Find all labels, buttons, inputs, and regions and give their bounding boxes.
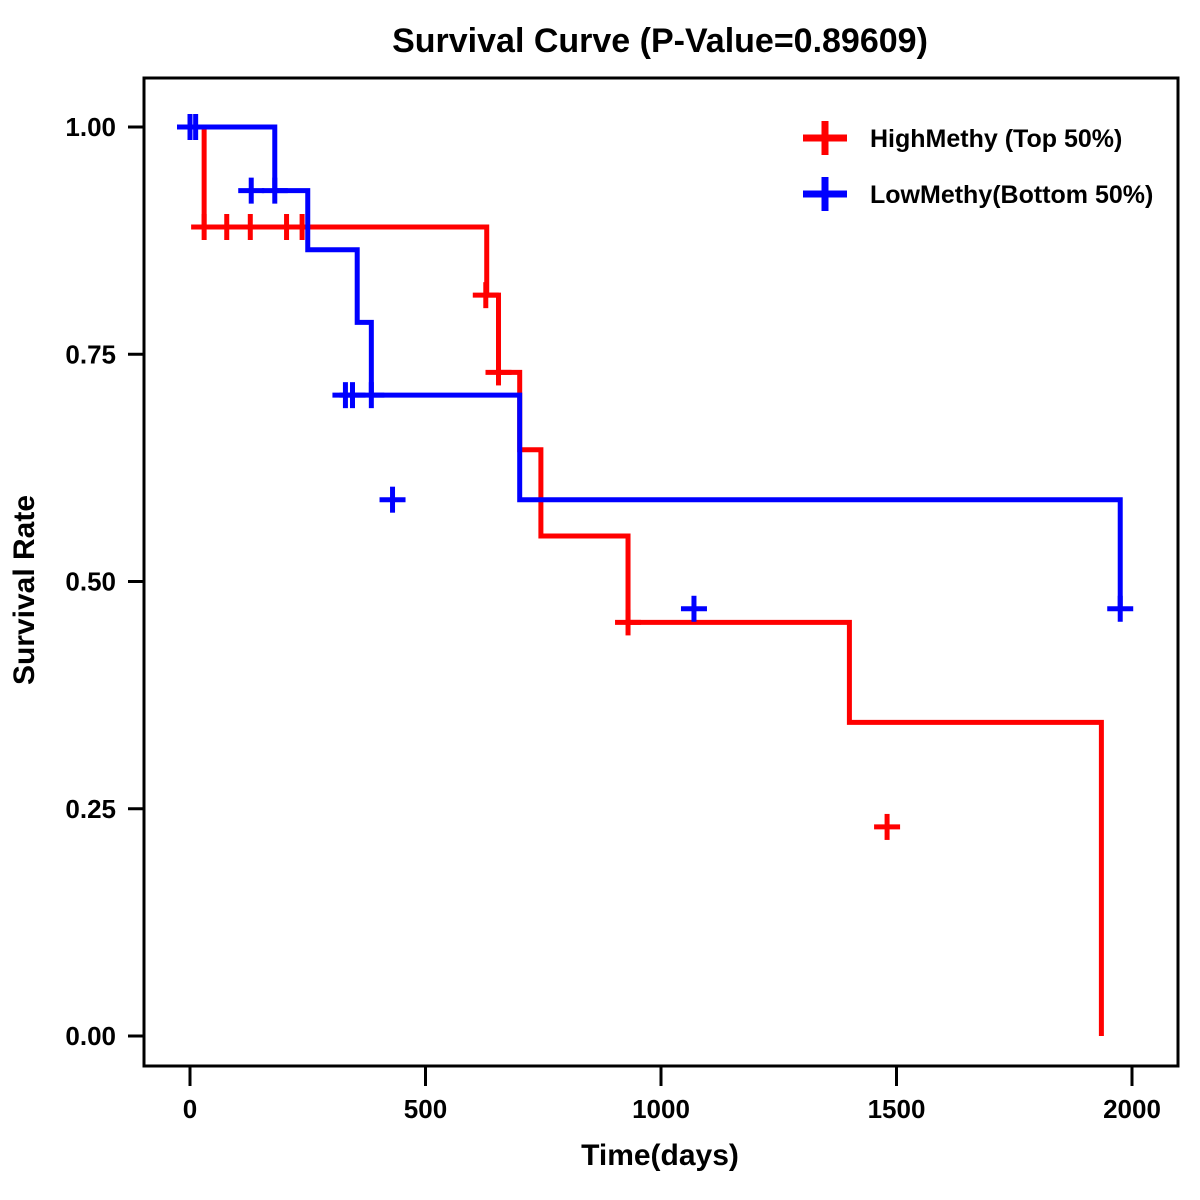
y-tick-label: 1.00 [65,112,116,142]
x-tick-label: 500 [404,1094,447,1124]
series-layer [177,114,1134,1036]
y-axis-ticks: 0.00 0.25 0.50 0.75 1.00 [65,112,144,1051]
legend-item[interactable]: LowMethy(Bottom 50%) [803,177,1153,211]
y-tick-label: 0.75 [65,339,116,369]
legend-label: HighMethy (Top 50%) [870,125,1122,153]
survival-step-line [190,124,1123,609]
y-tick-label: 0.50 [65,567,116,597]
chart-legend: HighMethy (Top 50%) LowMethy(Bottom 50%) [803,121,1153,211]
legend-item[interactable]: HighMethy (Top 50%) [803,121,1122,155]
y-axis-label: Survival Rate [8,495,41,685]
y-tick-label: 0.25 [65,794,116,824]
y-tick-label: 0.00 [65,1021,116,1051]
x-tick-label: 0 [183,1094,197,1124]
x-tick-label: 1500 [868,1094,926,1124]
x-tick-label: 1000 [632,1094,690,1124]
x-axis-label: Time(days) [581,1139,739,1172]
series-group [177,114,1134,622]
page-title: Survival Curve (P-Value=0.89609) [392,22,928,60]
x-tick-label: 2000 [1103,1094,1161,1124]
legend-label: LowMethy(Bottom 50%) [870,181,1153,209]
x-axis-ticks: 0 500 1000 1500 2000 [183,1066,1161,1124]
